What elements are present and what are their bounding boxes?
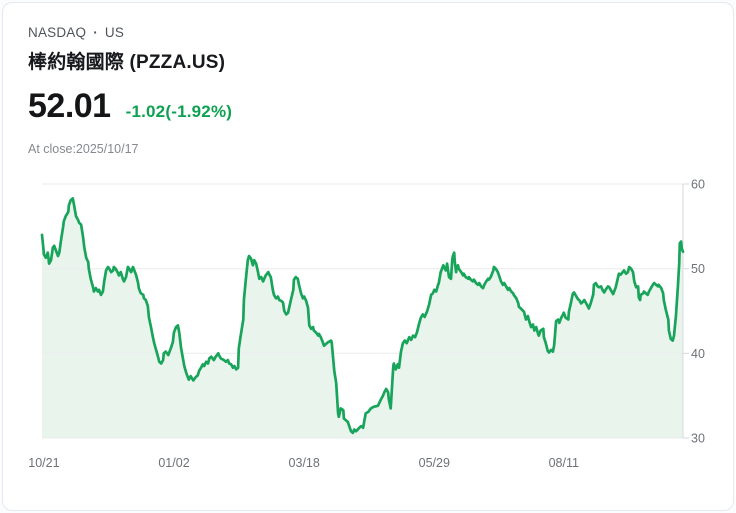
market-row: NASDAQ · US [28, 25, 225, 40]
y-tick-label-60: 60 [691, 178, 705, 192]
as-of-close: At close:2025/10/17 [28, 142, 139, 156]
quote-header: NASDAQ · US 棒約翰國際 (PZZA.US) [28, 25, 225, 74]
region-label: US [104, 25, 125, 40]
y-tick-label-50: 50 [691, 262, 705, 276]
price-area-fill [42, 198, 683, 438]
last-price: 52.01 [28, 87, 111, 125]
y-tick-label-40: 40 [691, 347, 705, 361]
x-tick-label-03/18: 03/18 [289, 456, 320, 470]
price-line [40, 197, 685, 435]
x-tick-label-01/02: 01/02 [158, 456, 189, 470]
market-label: NASDAQ [28, 25, 87, 40]
x-tick-label-08/11: 08/11 [549, 456, 579, 470]
separator-dot: · [93, 25, 98, 40]
x-tick-label-05/29: 05/29 [419, 456, 450, 470]
x-tick-label-10/21: 10/21 [28, 456, 59, 470]
price-change: -1.02(-1.92%) [125, 102, 233, 121]
y-tick-label-30: 30 [691, 432, 705, 446]
price-row: 52.01 -1.02(-1.92%) [28, 87, 232, 126]
stock-title: 棒約翰國際 (PZZA.US) [28, 52, 226, 73]
